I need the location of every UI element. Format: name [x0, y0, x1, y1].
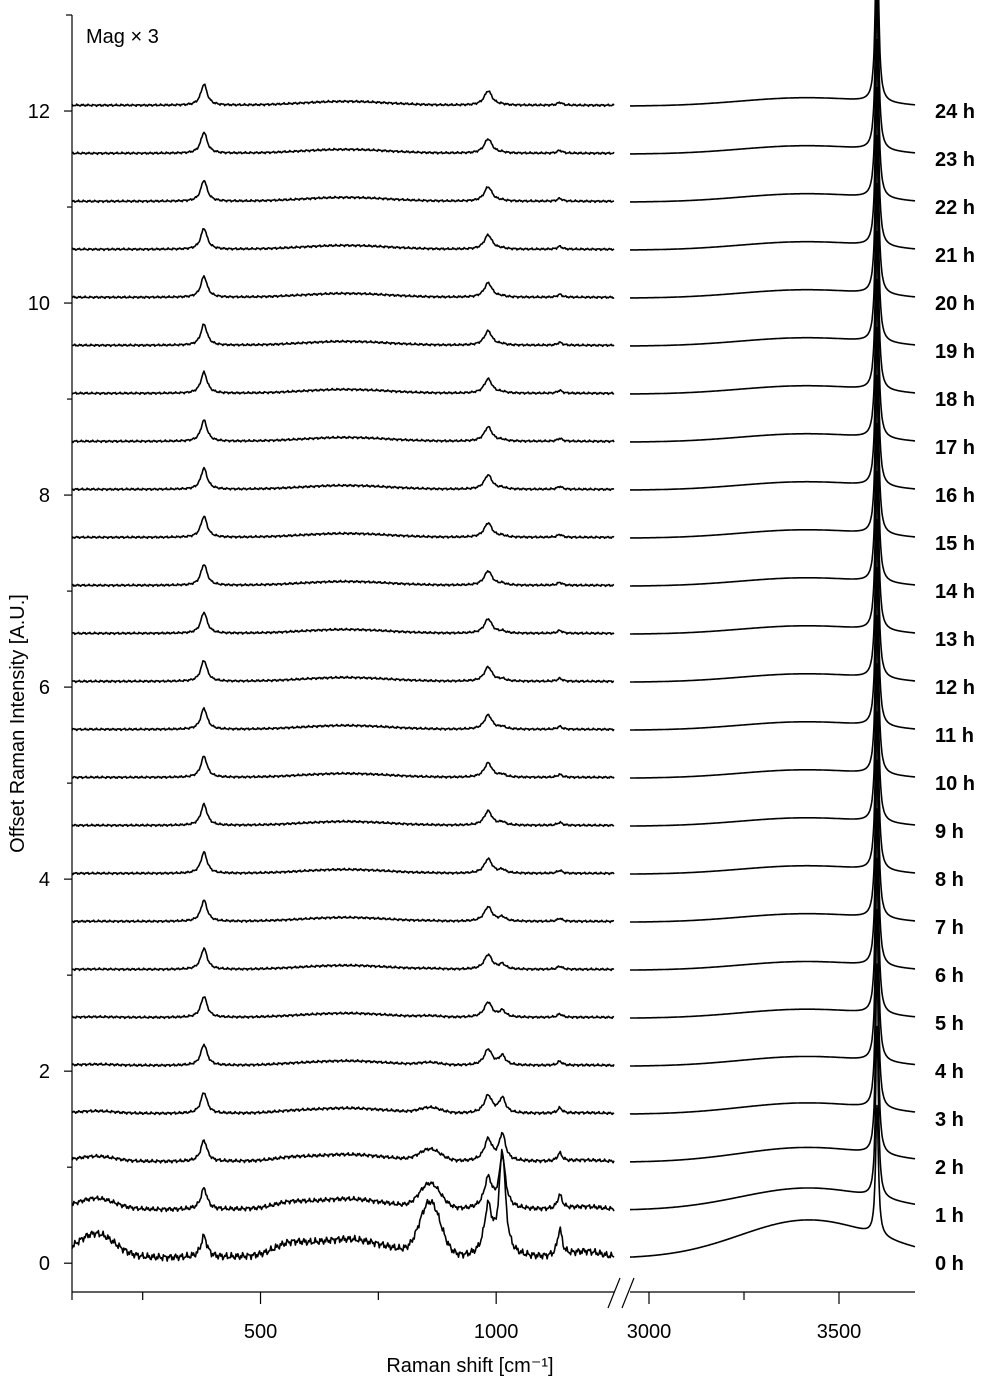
spectrum-trace-left: [71, 1092, 615, 1116]
spectrum-trace-left: [71, 611, 615, 636]
series-label: 14 h: [935, 581, 975, 603]
spectrum-trace-right: [629, 1025, 916, 1211]
y-tick-label: 8: [39, 485, 50, 507]
series-label: 6 h: [935, 965, 964, 987]
axis-break-mark: [621, 1277, 635, 1309]
spectrum-trace-left: [71, 370, 615, 396]
series-label: 2 h: [935, 1157, 964, 1179]
spectrum-trace-right: [629, 615, 916, 827]
spectrum-trace-right: [629, 0, 916, 203]
series-label: 12 h: [935, 677, 975, 699]
x-tick-label: 1000: [474, 1321, 519, 1343]
series-label: 11 h: [935, 725, 974, 747]
x-axis-title: Raman shift [cm⁻¹]: [386, 1355, 553, 1377]
spectrum-trace-right: [629, 278, 916, 491]
series-label: 5 h: [935, 1013, 964, 1035]
spectrum-trace-right: [629, 857, 916, 1067]
x-tick-label: 500: [244, 1321, 277, 1343]
magnification-annotation: Mag × 3: [86, 26, 159, 48]
x-tick-label: 3500: [817, 1321, 862, 1343]
spectrum-trace-left: [72, 899, 615, 924]
y-tick-label: 4: [39, 869, 50, 891]
spectrum-trace-left: [71, 515, 615, 540]
x-tick-label: 3000: [627, 1321, 672, 1343]
spectrum-trace-left: [71, 466, 615, 492]
spectrum-trace-left: [71, 83, 615, 108]
spectrum-trace-left: [71, 1148, 615, 1262]
spectrum-trace-right: [629, 908, 916, 1115]
series-label: 23 h: [935, 149, 975, 171]
spectrum-trace-left: [71, 996, 615, 1020]
y-tick-label: 10: [28, 293, 50, 315]
y-tick-label: 0: [39, 1253, 50, 1275]
spectrum-trace-right: [629, 86, 916, 299]
spectrum-trace-right: [629, 1104, 916, 1258]
series-label: 18 h: [935, 389, 975, 411]
series-label: 22 h: [935, 197, 975, 219]
spectrum-trace-right: [629, 963, 916, 1163]
spectrum-trace-right: [629, 230, 916, 443]
y-tick-label: 6: [39, 677, 50, 699]
series-label: 8 h: [935, 869, 964, 891]
spectrum-trace-right: [629, 470, 916, 683]
spectrum-trace-left: [71, 564, 615, 588]
spectrum-trace-right: [629, 182, 916, 395]
spectrum-trace-left: [71, 131, 615, 156]
spectrum-trace-left: [71, 323, 615, 348]
series-label: 1 h: [935, 1205, 964, 1227]
series-label: 17 h: [935, 437, 975, 459]
spectrum-trace-left: [71, 850, 615, 876]
series-label: 13 h: [935, 629, 975, 651]
spectrum-trace-right: [629, 326, 916, 539]
series-label: 16 h: [935, 485, 975, 507]
series-label: 7 h: [935, 917, 964, 939]
spectrum-trace-left: [71, 947, 615, 972]
spectrum-trace-left: [71, 228, 615, 252]
series-label: 3 h: [935, 1109, 964, 1131]
series-label: 10 h: [935, 773, 975, 795]
series-label: 19 h: [935, 341, 975, 363]
spectrum-trace-right: [629, 38, 916, 251]
series-label: 4 h: [935, 1061, 964, 1083]
series-label: 21 h: [935, 245, 975, 267]
spectrum-trace-left: [71, 1131, 615, 1164]
series-label: 9 h: [935, 821, 964, 843]
spectrum-trace-right: [629, 567, 916, 779]
spectrum-trace-right: [629, 759, 916, 971]
spectrum-trace-left: [72, 660, 615, 684]
spectrum-trace-right: [629, 0, 916, 107]
series-label: 0 h: [935, 1253, 964, 1275]
spectrum-trace-left: [71, 755, 615, 780]
spectrum-trace-right: [629, 663, 916, 875]
axes: 0 2 4 6 8 10 12 500 1000 3000 3500 Raman shift [cm⁻…: [7, 14, 915, 1377]
spectrum-trace-left: [71, 707, 615, 732]
y-tick-label: 2: [39, 1061, 50, 1083]
y-axis-title: Offset Raman Intensity [A.U.]: [7, 594, 29, 853]
spectrum-trace-right: [629, 518, 916, 731]
spectrum-trace-right: [629, 711, 916, 923]
series-label: 20 h: [935, 293, 975, 315]
spectrum-trace-right: [629, 808, 916, 1019]
series-labels: 0 h 1 h 2 h 3 h 4 h 5 h 6 h 7 h 8 h 9 h 10 h 11 h 12…: [935, 101, 975, 1275]
spectrum-trace-left: [71, 275, 615, 300]
spectrum-trace-left: [71, 1155, 615, 1213]
spectrum-trace-right: [629, 374, 916, 587]
y-tick-label: 12: [28, 101, 50, 123]
spectrum-trace-left: [71, 802, 615, 828]
series-label: 24 h: [935, 101, 975, 123]
spectrum-trace-right: [629, 422, 916, 635]
spectrum-trace-left: [71, 1043, 615, 1068]
spectra-traces: [71, 0, 916, 1262]
spectrum-trace-left: [71, 179, 614, 204]
spectrum-trace-left: [71, 419, 615, 444]
spectrum-trace-right: [629, 134, 916, 347]
series-label: 15 h: [935, 533, 975, 555]
spectrum-trace-right: [629, 0, 916, 155]
axis-break-mark: [607, 1277, 621, 1309]
